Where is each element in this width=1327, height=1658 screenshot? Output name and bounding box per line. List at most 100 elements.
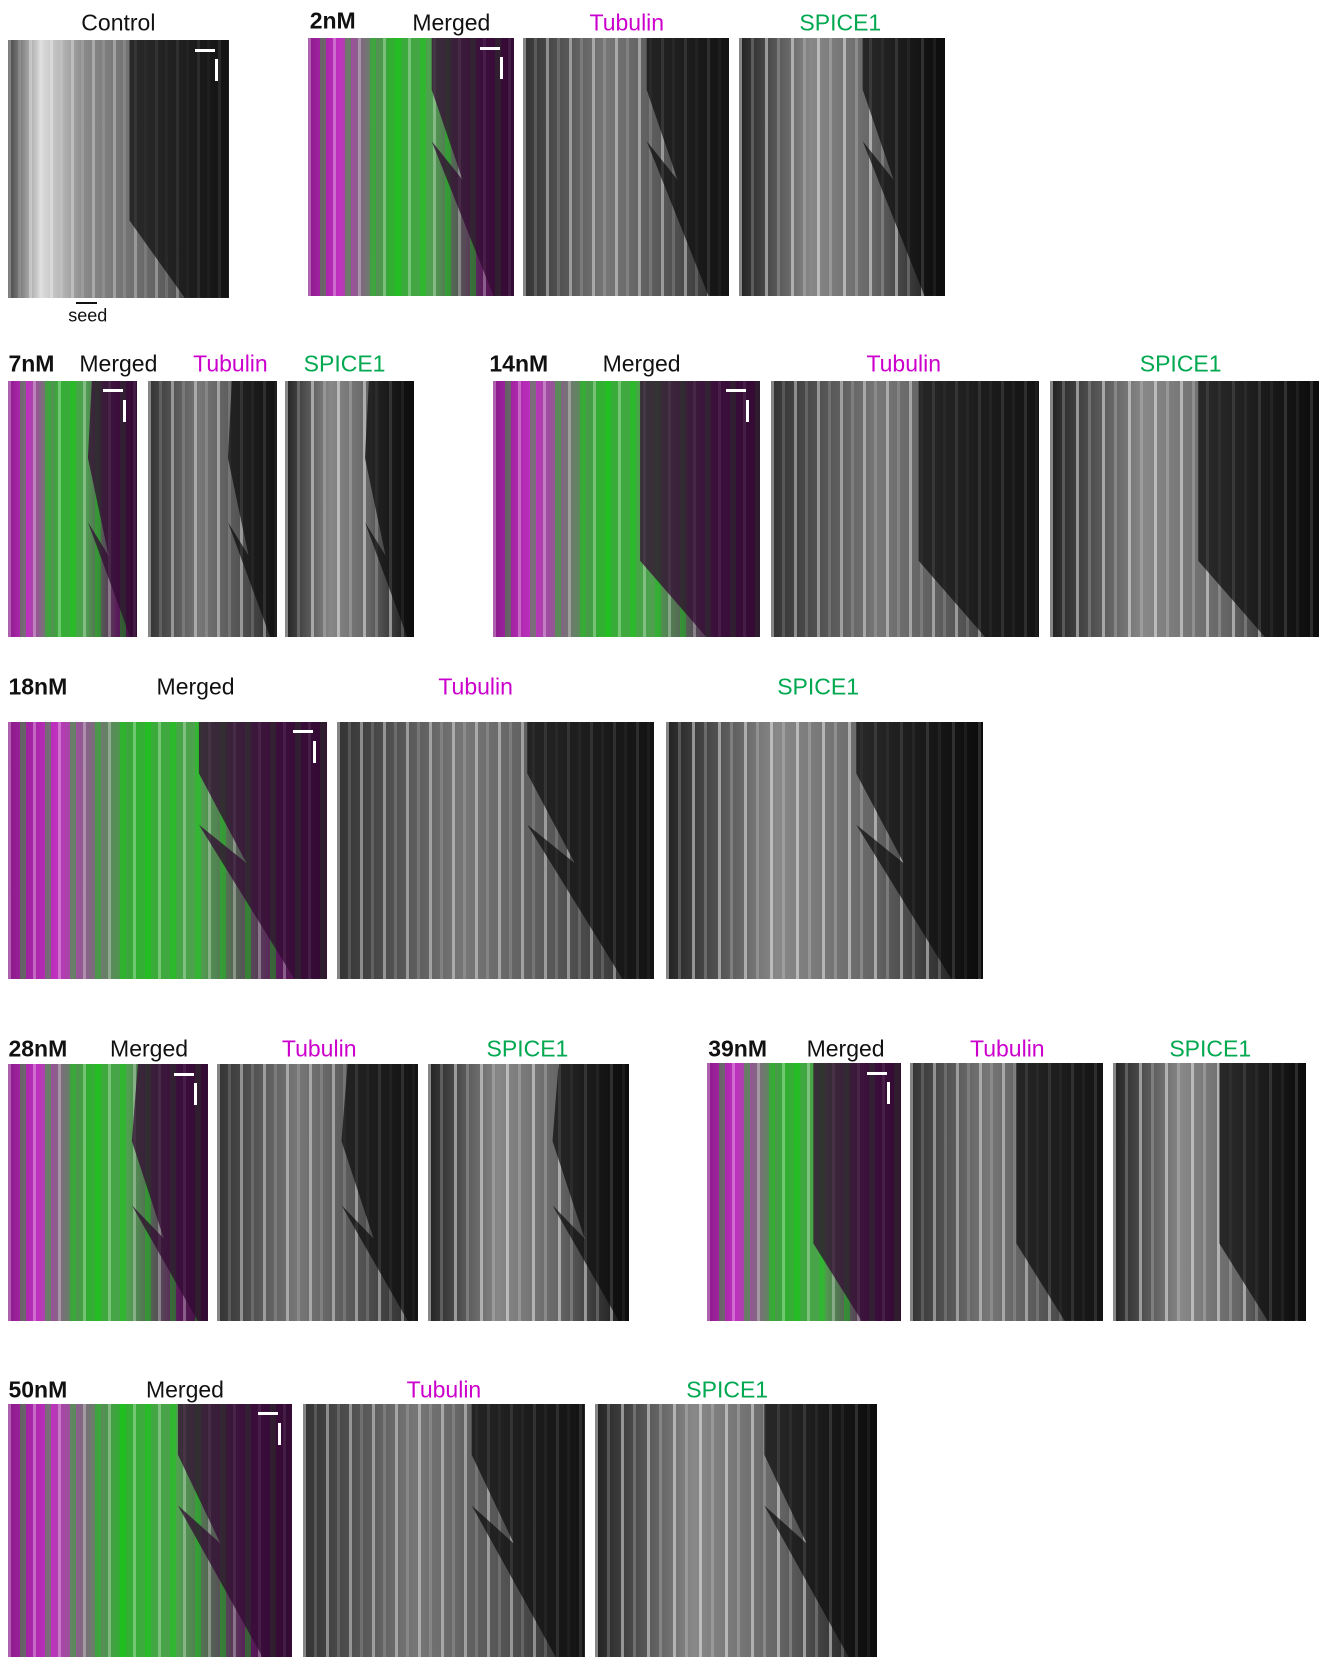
- depolymerized-region: [910, 1063, 1103, 1321]
- depolymerized-region: [771, 381, 1039, 638]
- kymograph: [8, 722, 326, 979]
- panel-title: SPICE1: [304, 350, 386, 377]
- depolymerized-region: [285, 381, 414, 638]
- scale-bar-h: [174, 1073, 194, 1076]
- kymograph: [707, 1063, 900, 1321]
- kymograph: [428, 1064, 629, 1321]
- panel-title: SPICE1: [686, 1376, 768, 1403]
- seed-marker: [76, 302, 97, 304]
- depolymerized-region: [148, 381, 277, 638]
- kymograph: [217, 1064, 418, 1321]
- concentration-label: 14nM: [489, 350, 548, 377]
- dark-region: [918, 381, 1039, 638]
- kymograph: [666, 722, 983, 979]
- kymograph: [8, 40, 229, 298]
- scale-bar-h: [293, 730, 313, 733]
- concentration-label: 2nM: [310, 8, 356, 35]
- scale-bar-h: [258, 1412, 278, 1415]
- concentration-label: 39nM: [708, 1035, 767, 1062]
- scale-bar-v: [500, 57, 503, 79]
- dark-region: [527, 722, 654, 979]
- depolymerized-region: [739, 38, 945, 296]
- kymograph: [8, 1064, 208, 1321]
- kymograph: [1050, 381, 1320, 638]
- kymograph: [8, 381, 137, 638]
- kymograph: [308, 38, 514, 296]
- panel-title: Control: [81, 10, 155, 37]
- dark-region: [640, 381, 760, 638]
- panel-title: Tubulin: [970, 1035, 1045, 1062]
- panel-title: Tubulin: [590, 10, 665, 37]
- dark-region: [1016, 1063, 1103, 1321]
- concentration-label: 50nM: [8, 1376, 67, 1403]
- panel-title: Merged: [157, 674, 235, 701]
- panel-title: Merged: [79, 350, 157, 377]
- scale-bar-v: [278, 1423, 281, 1445]
- concentration-label: 18nM: [8, 674, 67, 701]
- kymograph: [337, 722, 654, 979]
- depolymerized-region: [595, 1404, 877, 1658]
- kymograph: [285, 381, 414, 638]
- dark-region: [553, 1064, 629, 1321]
- dark-region: [1219, 1063, 1306, 1321]
- depolymerized-region: [303, 1404, 584, 1658]
- depolymerized-region: [8, 1404, 291, 1658]
- depolymerized-region: [8, 722, 326, 979]
- panel-title: Tubulin: [866, 350, 941, 377]
- depolymerized-region: [217, 1064, 418, 1321]
- panel-title: Tubulin: [407, 1376, 482, 1403]
- kymograph: [523, 38, 729, 296]
- scale-bar-v: [194, 1083, 197, 1105]
- panel-title: Merged: [603, 350, 681, 377]
- scale-bar-v: [746, 400, 749, 422]
- panel-title: Merged: [807, 1035, 885, 1062]
- dark-region: [472, 1404, 584, 1658]
- panel-title: Tubulin: [193, 350, 268, 377]
- depolymerized-region: [1050, 381, 1320, 638]
- scale-bar-h: [103, 389, 123, 392]
- depolymerized-region: [1113, 1063, 1306, 1321]
- dark-region: [228, 381, 277, 638]
- dark-region: [862, 38, 944, 296]
- panel-title: SPICE1: [487, 1035, 569, 1062]
- scale-bar-h: [480, 47, 500, 50]
- dark-region: [199, 722, 326, 979]
- kymograph: [1113, 1063, 1306, 1321]
- panel-title: Merged: [110, 1035, 188, 1062]
- scale-bar-v: [887, 1082, 890, 1104]
- kymograph: [910, 1063, 1103, 1321]
- dark-region: [178, 1404, 291, 1658]
- depolymerized-region: [493, 381, 760, 638]
- panel-title: Tubulin: [438, 674, 513, 701]
- dark-region: [88, 381, 137, 638]
- panel-title: SPICE1: [799, 10, 881, 37]
- depolymerized-region: [523, 38, 729, 296]
- scale-bar-h: [726, 389, 746, 392]
- panel-title: Merged: [146, 1376, 224, 1403]
- depolymerized-region: [8, 1064, 208, 1321]
- panel-title: SPICE1: [1169, 1035, 1251, 1062]
- kymograph: [148, 381, 277, 638]
- scale-bar-v: [313, 741, 316, 763]
- kymograph: [739, 38, 945, 296]
- depolymerized-region: [666, 722, 983, 979]
- depolymerized-region: [707, 1063, 900, 1321]
- scale-bar-v: [123, 400, 126, 422]
- depolymerized-region: [8, 381, 137, 638]
- figure: (() => { const data = JSON.parse(documen…: [0, 0, 1327, 1658]
- concentration-label: 28nM: [8, 1035, 67, 1062]
- depolymerized-region: [308, 38, 514, 296]
- panel-title: Tubulin: [282, 1035, 357, 1062]
- seed-label: seed: [68, 306, 107, 327]
- depolymerized-region: [337, 722, 654, 979]
- panel-title: SPICE1: [1140, 350, 1222, 377]
- scale-bar-h: [867, 1072, 887, 1075]
- dark-region: [764, 1404, 877, 1658]
- dark-region: [856, 722, 983, 979]
- kymograph: [771, 381, 1039, 638]
- dark-region: [341, 1064, 417, 1321]
- dark-region: [647, 38, 729, 296]
- depolymerized-region: [8, 40, 229, 298]
- kymograph: [303, 1404, 584, 1658]
- panel-title: SPICE1: [777, 674, 859, 701]
